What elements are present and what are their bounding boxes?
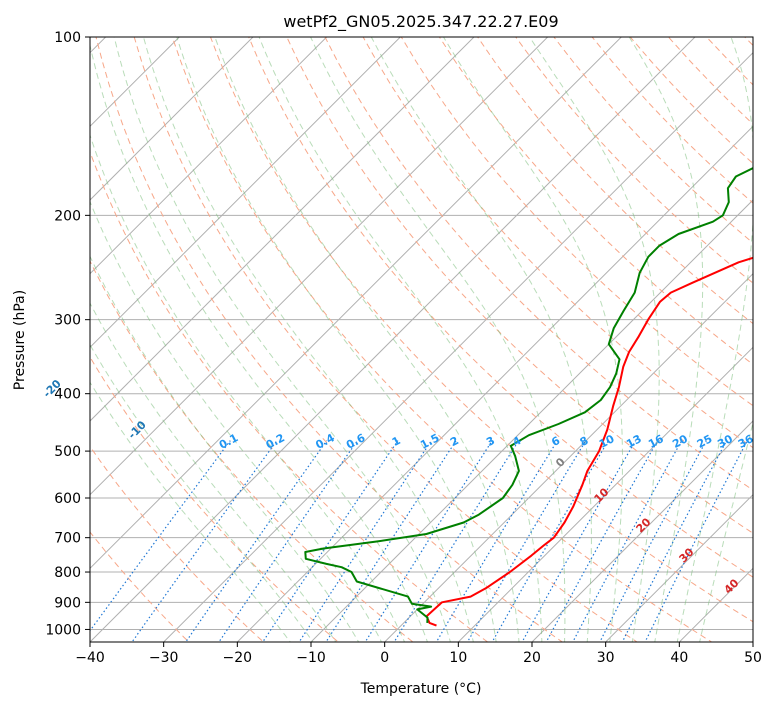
mixing-ratio-label: 36 <box>736 432 756 451</box>
x-tick-label: 50 <box>744 650 762 666</box>
moist-adiabat-line <box>214 37 520 642</box>
dry-adiabat-line <box>438 37 753 366</box>
mixing-ratio-line <box>435 440 558 642</box>
y-tick-label: 500 <box>54 444 81 460</box>
mixing-ratio-label: 25 <box>695 432 715 451</box>
y-tick-label: 1000 <box>45 622 81 638</box>
isotherm-line <box>604 493 753 642</box>
dry-adiabat-line <box>286 37 753 534</box>
dewpoint-line <box>304 166 753 623</box>
y-tick-label: 200 <box>54 208 81 224</box>
y-tick-label: 400 <box>54 387 81 403</box>
moist-adiabat-line <box>90 43 429 642</box>
isotherm-line <box>90 37 696 642</box>
y-axis: 100 200 300 400 500 600 700 800 900 1000 <box>45 30 90 638</box>
moist-adiabat-line <box>529 37 660 642</box>
plot-frame <box>89 36 754 643</box>
y-tick-label: 900 <box>54 595 81 611</box>
dry-adiabat-line <box>400 37 753 407</box>
mixing-ratio-line <box>545 440 659 642</box>
reference-lines-layer <box>90 37 753 642</box>
isotherm-line <box>90 37 328 275</box>
isotherm-line <box>531 420 753 642</box>
isotherm-line <box>236 125 753 642</box>
dry-adiabat-line <box>90 259 414 642</box>
y-tick-label: 300 <box>54 313 81 329</box>
mixing-ratio-label: 10 <box>597 432 617 451</box>
moist-adiabat-line <box>443 37 623 642</box>
y-axis-label: Pressure (hPa) <box>12 290 28 390</box>
x-tick-label: −20 <box>223 650 253 666</box>
isotherm-line <box>90 37 402 349</box>
mixing-ratio-label: 20 <box>670 432 690 451</box>
x-tick-label: −10 <box>296 650 326 666</box>
moist-adiabat-line <box>676 37 753 642</box>
dry-adiabat-line <box>133 37 638 642</box>
moist-adiabat-line <box>90 302 337 642</box>
mixing-ratio-label: 30 <box>715 432 735 451</box>
x-tick-label: 40 <box>670 650 688 666</box>
chart-title: wetPf2_GN05.2025.347.22.27.E09 <box>283 12 558 32</box>
x-tick-label: 30 <box>597 650 615 666</box>
series-layer <box>304 166 753 627</box>
x-axis: −40 −30 −20 −10 0 10 20 30 40 50 <box>75 642 762 666</box>
moist-adiabat-line <box>90 255 360 642</box>
y-tick-label: 100 <box>54 30 81 46</box>
y-tick-label: 700 <box>54 531 81 547</box>
moist-adiabat-line <box>143 37 474 642</box>
moist-adiabat-line <box>113 37 451 642</box>
mixing-ratio-label: 16 <box>646 432 666 451</box>
dry-adiabat-line <box>90 150 489 642</box>
dry-adiabat-line <box>90 445 265 642</box>
mixing-ratio-line <box>599 440 707 642</box>
dry-adiabat-line <box>171 37 713 642</box>
dry-adiabat-line <box>210 37 753 623</box>
isotherm-line <box>90 37 549 496</box>
dry-adiabat-line <box>95 37 564 642</box>
mixing-ratio-line <box>262 440 399 642</box>
mixing-ratio-line <box>364 440 493 642</box>
moist-adiabat-line <box>258 37 543 642</box>
moist-adiabat-line <box>90 133 406 642</box>
mixing-ratio-line <box>521 440 637 642</box>
dry-adiabat-line <box>90 356 339 642</box>
mixing-ratio-line <box>325 440 457 642</box>
x-axis-label: Temperature (°C) <box>360 681 482 697</box>
mixing-ratio-line <box>466 440 587 642</box>
y-tick-label: 800 <box>54 565 81 581</box>
moist-adiabat-line <box>90 381 291 642</box>
mixing-ratio-line <box>491 440 609 642</box>
mixing-ratio-line <box>621 440 728 642</box>
x-tick-label: −30 <box>149 650 179 666</box>
y-tick-label: 600 <box>54 491 81 507</box>
mixing-ratio-line <box>644 440 748 642</box>
moist-adiabat-line <box>90 343 314 642</box>
isotherm-line <box>90 37 623 570</box>
isotherm-line <box>457 346 753 642</box>
isotherm-line <box>383 272 753 642</box>
dry-adiabat-line <box>324 37 753 491</box>
isotherm-line <box>310 199 753 642</box>
x-tick-label: 0 <box>380 650 389 666</box>
mixing-ratio-line <box>131 440 278 642</box>
moist-adiabat-line <box>310 37 566 642</box>
dry-adiabat-line <box>248 37 753 578</box>
dry-adiabat-line <box>362 37 753 449</box>
isotherm-line <box>90 37 254 201</box>
mixing-ratio-line <box>572 440 683 642</box>
moist-adiabat-line <box>699 421 753 642</box>
isotherm-line <box>90 37 475 422</box>
mixing-ratio-label: 13 <box>624 432 644 451</box>
moist-adiabat-line <box>370 37 592 642</box>
x-tick-label: 20 <box>523 650 541 666</box>
temperature-line <box>425 256 753 627</box>
x-tick-label: 10 <box>449 650 467 666</box>
moist-adiabat-line <box>176 37 497 642</box>
moist-adiabat-line <box>628 37 704 642</box>
x-tick-label: −40 <box>75 650 105 666</box>
